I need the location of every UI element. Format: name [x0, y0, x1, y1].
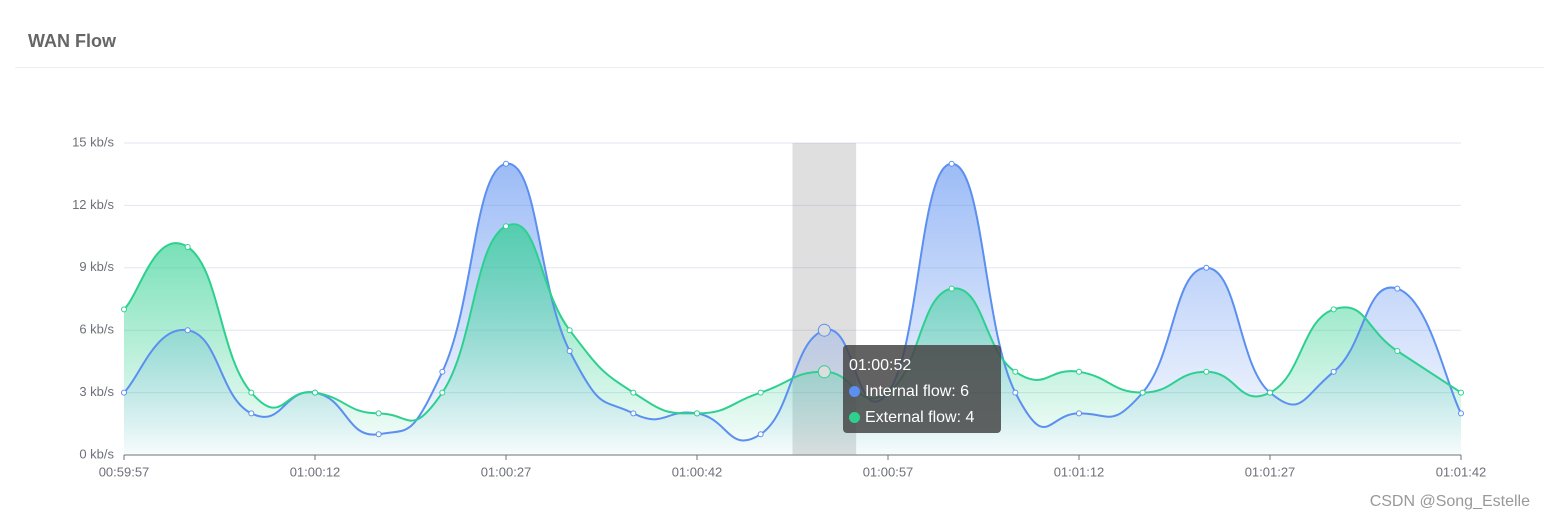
- tooltip-dot: [849, 386, 860, 397]
- point: [948, 285, 955, 292]
- x-tick-label: 01:00:12: [290, 464, 341, 479]
- point: [503, 223, 509, 230]
- point: [375, 431, 382, 438]
- x-tick-label: 00:59:57: [99, 464, 150, 479]
- point: [1330, 306, 1337, 313]
- point: [248, 389, 255, 396]
- point: [630, 410, 637, 417]
- x-tick-label: 01:00:27: [481, 464, 532, 479]
- point: [1076, 368, 1082, 375]
- point: [1203, 368, 1210, 375]
- y-tick-label: 15 kb/s: [72, 134, 114, 149]
- point: [503, 160, 509, 167]
- tooltip-row: External flow4: [849, 405, 995, 431]
- point: [694, 410, 700, 417]
- point: [375, 410, 382, 417]
- point: [817, 323, 831, 337]
- point: [948, 160, 955, 167]
- point: [1394, 285, 1401, 292]
- point: [757, 389, 764, 396]
- point: [1203, 264, 1210, 271]
- tooltip-title: 01:00:52: [849, 357, 912, 374]
- point: [1139, 389, 1146, 396]
- point: [566, 348, 573, 354]
- y-tick-label: 3 kb/s: [79, 384, 114, 399]
- point: [439, 368, 446, 375]
- point: [1267, 389, 1273, 396]
- x-tick-label: 01:00:57: [863, 464, 914, 479]
- tooltip-row: Internal flow6: [849, 379, 995, 405]
- point: [757, 431, 764, 438]
- point: [121, 306, 127, 313]
- tooltip-series: External flow: [865, 409, 965, 426]
- point: [439, 389, 446, 396]
- area: [124, 224, 1461, 455]
- y-tick-label: 9 kb/s: [79, 259, 114, 274]
- watermark: CSDN @Song_Estelle: [1370, 493, 1530, 510]
- tooltip-value: 6: [960, 383, 970, 400]
- tooltip: 01:00:52 Internal flow6 External flow4: [843, 345, 1001, 433]
- x-tick-label: 01:01:27: [1245, 464, 1296, 479]
- point: [1458, 410, 1464, 417]
- x-tick-label: 01:01:12: [1054, 464, 1105, 479]
- line: [123, 223, 1462, 422]
- point: [630, 389, 637, 396]
- point: [817, 365, 831, 379]
- point: [1076, 410, 1082, 417]
- point: [121, 389, 127, 396]
- point: [1458, 389, 1464, 396]
- panel-title: WAN Flow: [28, 31, 117, 51]
- point: [312, 389, 318, 396]
- point: [1012, 368, 1019, 375]
- y-tick-label: 0 kb/s: [79, 446, 114, 461]
- point: [184, 327, 191, 334]
- tooltip-dot: [849, 412, 860, 423]
- y-tick-label: 12 kb/s: [72, 197, 114, 212]
- tooltip-value: 4: [965, 409, 975, 426]
- point: [1330, 368, 1337, 375]
- tooltip-series: Internal flow: [865, 383, 960, 400]
- point: [1012, 389, 1019, 396]
- x-tick-label: 01:00:42: [672, 464, 723, 479]
- point: [566, 327, 573, 334]
- point: [1394, 348, 1401, 354]
- y-tick-label: 6 kb/s: [79, 322, 114, 337]
- x-tick-label: 01:01:42: [1436, 464, 1487, 479]
- point: [248, 410, 255, 417]
- point: [184, 244, 191, 250]
